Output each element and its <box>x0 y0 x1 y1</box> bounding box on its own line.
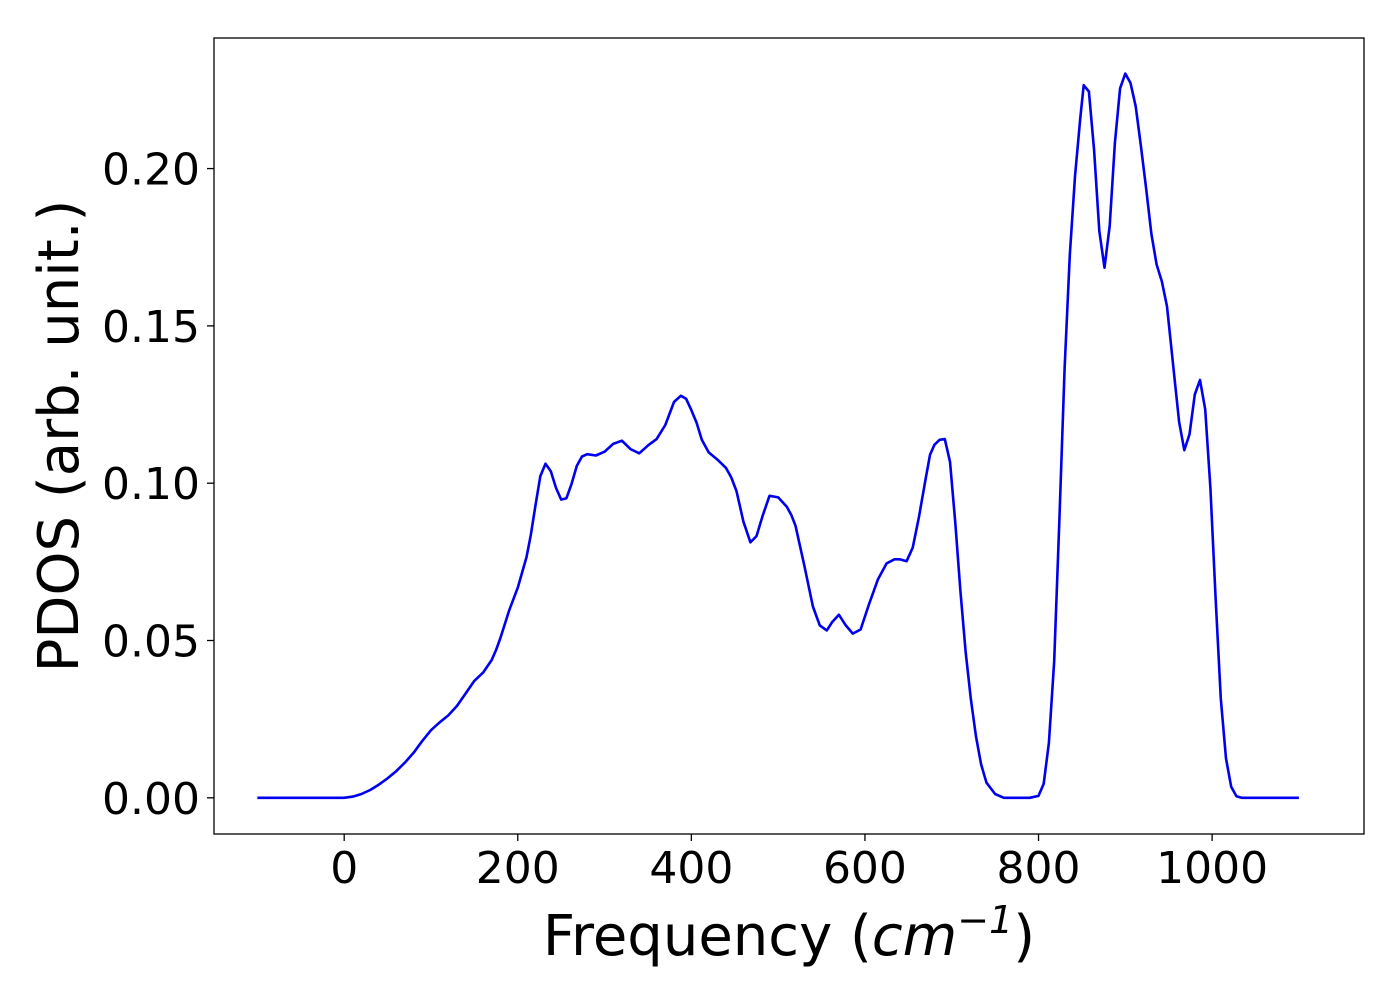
y-axis-ticks: 0.00 0.05 0.10 0.15 0.20 <box>102 145 214 825</box>
y-tick-label: 0.20 <box>102 145 200 196</box>
pdos-series-line <box>257 72 1299 800</box>
y-tick-label: 0.05 <box>102 617 200 668</box>
x-tick-label: 1000 <box>1156 843 1268 894</box>
x-tick-label: 600 <box>823 843 907 894</box>
series-layer <box>257 72 1299 800</box>
x-axis-ticks: 0 200 400 600 800 1000 <box>330 834 1268 894</box>
x-tick-label: 400 <box>649 843 733 894</box>
y-tick-label: 0.00 <box>102 774 200 825</box>
x-tick-label: 200 <box>476 843 560 894</box>
x-tick-label: 800 <box>997 843 1081 894</box>
y-tick-label: 0.10 <box>102 459 200 510</box>
y-tick-label: 0.15 <box>102 302 200 353</box>
x-axis-label: Frequency (cm−1) <box>543 898 1035 969</box>
y-axis-label: PDOS (arb. unit.) <box>27 200 92 673</box>
plot-background <box>214 38 1364 834</box>
plot-frame <box>213 37 1365 835</box>
x-tick-label: 0 <box>330 843 358 894</box>
